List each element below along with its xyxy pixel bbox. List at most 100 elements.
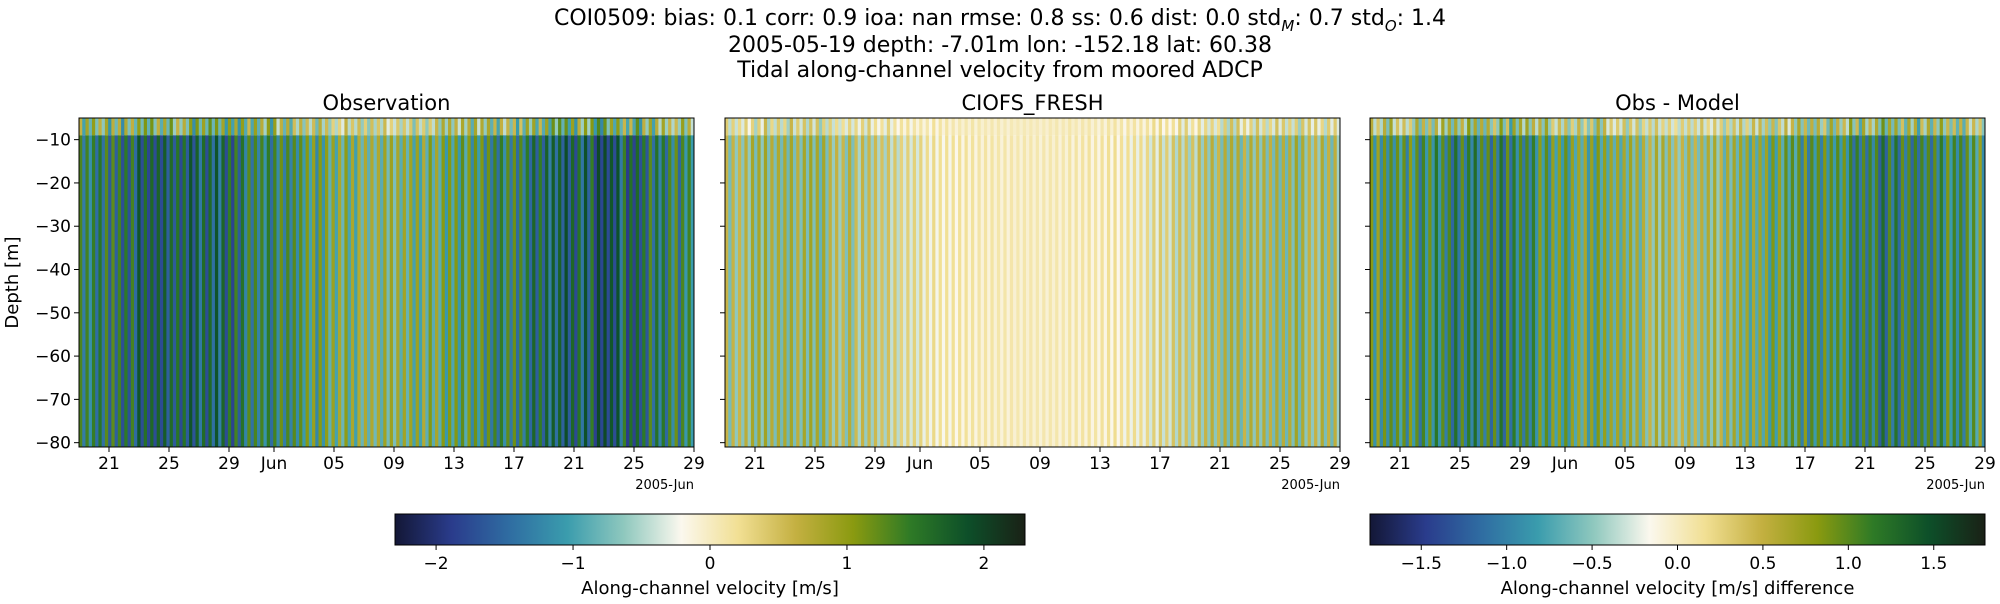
heatmap-column	[651, 135, 656, 447]
heatmap-surface-cell	[877, 118, 881, 136]
heatmap-column	[509, 135, 514, 447]
heatmap-column	[470, 135, 475, 447]
heatmap-surface-cell	[286, 118, 290, 136]
heatmap-column	[1434, 135, 1439, 447]
heatmap-column	[334, 135, 339, 447]
heatmap-column	[1917, 135, 1921, 447]
heatmap-column	[522, 135, 527, 447]
heatmap-column	[1460, 135, 1465, 447]
heatmap-surface-cell	[260, 118, 264, 136]
heatmap-surface-cell	[1431, 118, 1436, 136]
heatmap-surface-cell	[951, 118, 956, 136]
heatmap-column	[493, 135, 498, 447]
heatmap-column	[205, 135, 209, 447]
heatmap-surface-cell	[687, 118, 692, 136]
heatmap-column	[240, 135, 245, 447]
y-tick-label: −70	[35, 390, 71, 410]
heatmap-surface-cell	[1625, 118, 1630, 136]
x-tick-label: 05	[323, 454, 345, 474]
heatmap-surface-cell	[1113, 118, 1118, 136]
panel-frame	[78, 117, 695, 448]
heatmap-column	[363, 135, 368, 447]
heatmap-column	[1009, 135, 1014, 447]
heatmap-surface-cell	[101, 118, 106, 136]
heatmap-column	[376, 135, 381, 447]
heatmap-surface-cell	[638, 118, 643, 136]
heatmap-surface-cell	[1006, 118, 1011, 136]
heatmap-column	[182, 135, 187, 447]
y-axis-label: Depth [m]	[2, 236, 23, 328]
heatmap-column	[85, 135, 90, 447]
heatmap-surface-cell	[1664, 118, 1669, 136]
heatmap-surface-cell	[626, 118, 630, 136]
heatmap-column	[1664, 135, 1669, 447]
heatmap-column	[192, 135, 197, 447]
heatmap-column	[1609, 135, 1614, 447]
heatmap-column	[350, 135, 355, 447]
heatmap-column	[1900, 135, 1905, 447]
heatmap-surface-cell	[851, 118, 855, 136]
heatmap-column	[1336, 135, 1341, 447]
heatmap-column	[1544, 135, 1549, 447]
heatmap-column	[1904, 135, 1908, 447]
heatmap-column	[754, 135, 758, 447]
heatmap-column	[770, 135, 775, 447]
heatmap-column	[864, 135, 868, 447]
heatmap-column	[383, 135, 387, 447]
heatmap-column	[1968, 135, 1973, 447]
heatmap-column	[1936, 135, 1941, 447]
heatmap-column	[1677, 135, 1682, 447]
heatmap-surface-cell	[1968, 118, 1973, 136]
colorbar-tick-label: −1.0	[1486, 554, 1527, 574]
heatmap-surface-cell	[1505, 118, 1510, 136]
heatmap-column	[734, 135, 739, 447]
heatmap-column	[1155, 135, 1160, 447]
heatmap-column	[1113, 135, 1118, 447]
heatmap-column	[1278, 135, 1283, 447]
heatmap-column	[809, 135, 813, 447]
heatmap-column	[747, 135, 752, 447]
heatmap-surface-cell	[645, 118, 650, 136]
heatmap-column	[1651, 135, 1656, 447]
heatmap-surface-cell	[1168, 118, 1173, 136]
heatmap-surface-cell	[269, 118, 274, 136]
heatmap-column	[1314, 135, 1318, 447]
heatmap-surface-cell	[776, 118, 781, 136]
heatmap-surface-cell	[108, 118, 112, 136]
heatmap-surface-cell	[198, 118, 203, 136]
heatmap-column	[208, 135, 213, 447]
x-offset-label: 2005-Jun	[1281, 478, 1340, 493]
heatmap-column	[1732, 135, 1737, 447]
heatmap-surface-cell	[1126, 118, 1131, 136]
heatmap-surface-cell	[1654, 118, 1659, 136]
heatmap-surface-cell	[1622, 118, 1627, 136]
heatmap-column	[1499, 135, 1504, 447]
heatmap-surface-cell	[1641, 118, 1646, 136]
heatmap-column	[964, 135, 969, 447]
heatmap-column	[1297, 135, 1302, 447]
heatmap-surface-cell	[1249, 118, 1254, 136]
heatmap-column	[328, 135, 332, 447]
heatmap-surface-cell	[179, 118, 184, 136]
heatmap-column	[603, 135, 608, 447]
heatmap-column	[347, 135, 352, 447]
heatmap-surface-cell	[1651, 118, 1656, 136]
heatmap-surface-cell	[1755, 118, 1759, 136]
heatmap-column	[211, 135, 216, 447]
heatmap-surface-cell	[1787, 118, 1792, 136]
heatmap-column	[1548, 135, 1552, 447]
heatmap-column	[486, 135, 491, 447]
heatmap-column	[1016, 135, 1021, 447]
x-tick-label: 17	[1149, 454, 1171, 474]
heatmap-surface-cell	[1174, 118, 1179, 136]
x-tick-label: 21	[98, 454, 120, 474]
heatmap-column	[1048, 135, 1053, 447]
heatmap-column	[1806, 135, 1811, 447]
heatmap-surface-cell	[1806, 118, 1811, 136]
heatmap-column	[1674, 135, 1678, 447]
heatmap-surface-cell	[302, 118, 307, 136]
heatmap-surface-cell	[802, 118, 807, 136]
heatmap-surface-cell	[1252, 118, 1257, 136]
heatmap-column	[1320, 135, 1325, 447]
heatmap-surface-cell	[1284, 118, 1289, 136]
